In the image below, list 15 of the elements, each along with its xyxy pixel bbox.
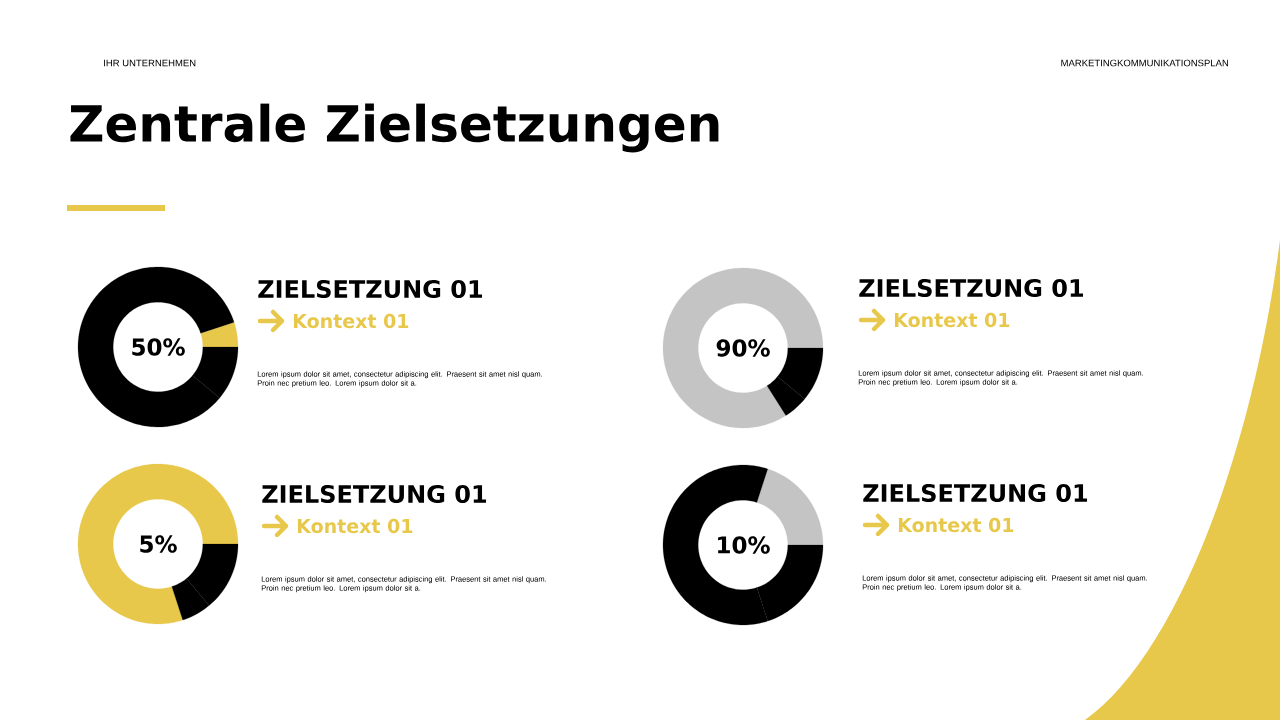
text: ZIELSETZUNG 01 — [262, 484, 487, 504]
text: IHR UNTERNEHMEN — [104, 59, 196, 67]
text: 50% — [132, 338, 185, 356]
text: Kontext 01 — [293, 313, 409, 329]
text: MARKETINGKOMMUNIKATIONSPLAN — [1061, 59, 1229, 67]
text: Kontext 01 — [297, 518, 413, 534]
text: ZIELSETZUNG 01 — [863, 483, 1088, 503]
text: 5% — [140, 535, 177, 553]
text: ZIELSETZUNG 01 — [258, 279, 483, 299]
text: Kontext 01 — [898, 517, 1014, 533]
text: Kontext 01 — [894, 312, 1010, 328]
text: Zentrale Zielsetzungen — [70, 103, 719, 153]
text: ZIELSETZUNG 01 — [859, 278, 1084, 298]
text: 10% — [718, 536, 770, 554]
text: 90% — [716, 339, 770, 357]
